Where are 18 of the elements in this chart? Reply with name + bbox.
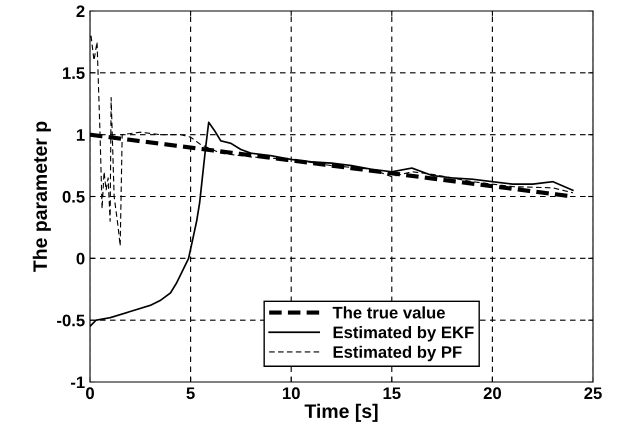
- legend-label: Estimated by EKF: [334, 326, 474, 342]
- x-tick-label: 15: [384, 387, 401, 400]
- y-tick-label: 1: [76, 129, 85, 141]
- y-tick-label: 0.5: [62, 190, 85, 203]
- y-tick-label: -1: [70, 376, 85, 388]
- x-tick-label: 0: [86, 387, 94, 400]
- x-tick-label: 20: [484, 387, 501, 400]
- x-axis-title: Time [s]: [304, 404, 378, 422]
- x-tick-label: 5: [186, 387, 195, 400]
- legend-label: The true value: [332, 306, 445, 319]
- y-tick-label: 0: [76, 252, 84, 265]
- x-tick-label: 25: [584, 387, 602, 400]
- x-tick-label: 10: [282, 387, 300, 400]
- y-axis-title: The parameter p: [32, 122, 51, 272]
- y-tick-label: -0.5: [57, 314, 85, 326]
- y-tick-label: 2: [76, 5, 84, 18]
- legend-label: Estimated by PF: [334, 346, 462, 362]
- y-tick-label: 1.5: [63, 67, 85, 80]
